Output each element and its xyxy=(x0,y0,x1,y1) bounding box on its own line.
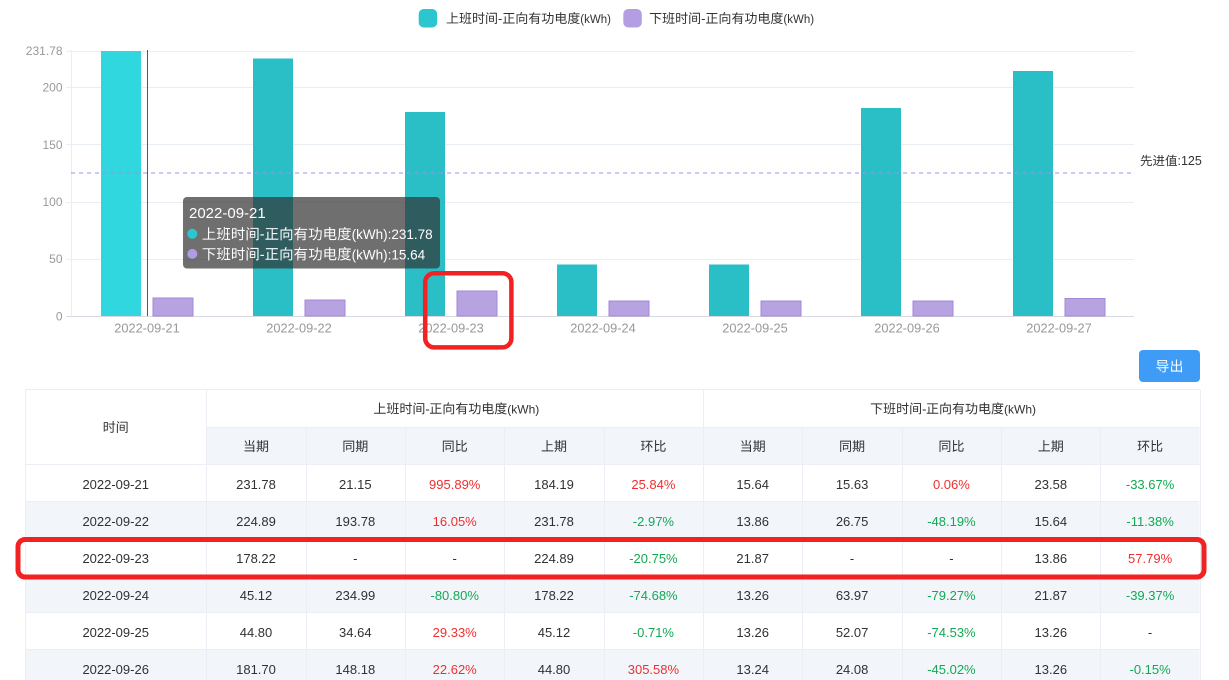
svg-text:-0.71%: -0.71% xyxy=(633,625,675,640)
svg-text:2022-09-27: 2022-09-27 xyxy=(1026,321,1091,336)
svg-text:148.18: 148.18 xyxy=(335,662,375,677)
svg-text:0.06%: 0.06% xyxy=(933,477,970,492)
svg-text:305.58%: 305.58% xyxy=(628,662,680,677)
svg-text:13.86: 13.86 xyxy=(1035,551,1068,566)
svg-text:178.22: 178.22 xyxy=(534,588,574,603)
svg-text:2022-09-22: 2022-09-22 xyxy=(82,514,149,529)
svg-text:2022-09-26: 2022-09-26 xyxy=(82,662,149,677)
svg-text:-: - xyxy=(498,11,502,26)
svg-text:-: - xyxy=(850,551,854,566)
svg-text:63.97: 63.97 xyxy=(836,588,869,603)
svg-text:100: 100 xyxy=(42,195,62,209)
svg-text:(kWh): (kWh) xyxy=(783,14,814,26)
svg-text:178.22: 178.22 xyxy=(236,551,276,566)
svg-text:13.86: 13.86 xyxy=(736,514,769,529)
svg-text:-20.75%: -20.75% xyxy=(629,551,678,566)
svg-text:45.12: 45.12 xyxy=(240,588,273,603)
svg-text:-74.53%: -74.53% xyxy=(927,625,976,640)
svg-text:13.26: 13.26 xyxy=(736,625,769,640)
svg-text:21.87: 21.87 xyxy=(736,551,769,566)
svg-text:2022-09-25: 2022-09-25 xyxy=(722,321,787,336)
svg-text:224.89: 224.89 xyxy=(236,514,276,529)
svg-text:15.64: 15.64 xyxy=(736,477,769,492)
svg-text:2022-09-24: 2022-09-24 xyxy=(82,588,149,603)
svg-text:181.70: 181.70 xyxy=(236,662,276,677)
svg-text:231.78: 231.78 xyxy=(26,44,63,58)
svg-text:2022-09-23: 2022-09-23 xyxy=(418,321,483,336)
svg-text:21.15: 21.15 xyxy=(339,477,372,492)
svg-text:29.33%: 29.33% xyxy=(433,625,478,640)
svg-text:2022-09-22: 2022-09-22 xyxy=(266,321,331,336)
svg-text:-: - xyxy=(260,227,265,243)
svg-text:(kWh):15.64: (kWh):15.64 xyxy=(352,247,426,262)
svg-text:-0.15%: -0.15% xyxy=(1129,662,1171,677)
svg-text:(kWh): (kWh) xyxy=(507,402,539,416)
svg-text:-80.80%: -80.80% xyxy=(430,588,479,603)
svg-text:50: 50 xyxy=(49,252,63,266)
svg-text:-: - xyxy=(260,247,265,263)
svg-text:231.78: 231.78 xyxy=(236,477,276,492)
svg-text:2022-09-26: 2022-09-26 xyxy=(874,321,939,336)
svg-text:224.89: 224.89 xyxy=(534,551,574,566)
svg-text:13.26: 13.26 xyxy=(1035,625,1068,640)
svg-text:25.84%: 25.84% xyxy=(631,477,676,492)
svg-text:-74.68%: -74.68% xyxy=(629,588,678,603)
svg-text:-: - xyxy=(425,401,429,416)
svg-text:-45.02%: -45.02% xyxy=(927,662,976,677)
svg-text:-33.67%: -33.67% xyxy=(1126,477,1175,492)
svg-text:234.99: 234.99 xyxy=(335,588,375,603)
svg-text:21.87: 21.87 xyxy=(1035,588,1068,603)
svg-text:-48.19%: -48.19% xyxy=(927,514,976,529)
svg-text:2022-09-21: 2022-09-21 xyxy=(114,321,179,336)
svg-text:44.80: 44.80 xyxy=(240,625,273,640)
svg-text:0: 0 xyxy=(56,309,63,323)
svg-text:2022-09-23: 2022-09-23 xyxy=(82,551,149,566)
svg-text:22.62%: 22.62% xyxy=(433,662,478,677)
svg-text:34.64: 34.64 xyxy=(339,625,372,640)
svg-text:57.79%: 57.79% xyxy=(1128,551,1173,566)
svg-text:-11.38%: -11.38% xyxy=(1126,514,1174,529)
svg-text:24.08: 24.08 xyxy=(836,662,869,677)
svg-text:(kWh):231.78: (kWh):231.78 xyxy=(352,227,433,242)
svg-text:-39.37%: -39.37% xyxy=(1126,588,1175,603)
svg-text:-: - xyxy=(701,11,705,26)
svg-text:-: - xyxy=(949,551,953,566)
svg-text:2022-09-25: 2022-09-25 xyxy=(82,625,149,640)
svg-text:-: - xyxy=(1148,625,1152,640)
svg-text:995.89%: 995.89% xyxy=(429,477,481,492)
svg-text:231.78: 231.78 xyxy=(534,514,574,529)
svg-text:16.05%: 16.05% xyxy=(433,514,478,529)
svg-text:-79.27%: -79.27% xyxy=(927,588,976,603)
svg-text:26.75: 26.75 xyxy=(836,514,869,529)
svg-text:44.80: 44.80 xyxy=(538,662,571,677)
svg-text:-: - xyxy=(353,551,357,566)
svg-text:200: 200 xyxy=(42,81,62,95)
svg-text:-: - xyxy=(922,401,926,416)
svg-text:-2.97%: -2.97% xyxy=(633,514,675,529)
svg-text:184.19: 184.19 xyxy=(534,477,574,492)
svg-text:-: - xyxy=(453,551,457,566)
svg-text:13.26: 13.26 xyxy=(736,588,769,603)
svg-text:(kWh): (kWh) xyxy=(580,14,611,26)
svg-text:45.12: 45.12 xyxy=(538,625,571,640)
svg-text:13.24: 13.24 xyxy=(736,662,769,677)
svg-text::125: :125 xyxy=(1178,154,1202,168)
svg-text:52.07: 52.07 xyxy=(836,625,869,640)
svg-text:2022-09-21: 2022-09-21 xyxy=(189,205,266,222)
svg-text:15.63: 15.63 xyxy=(836,477,869,492)
svg-text:13.26: 13.26 xyxy=(1035,662,1068,677)
svg-text:2022-09-21: 2022-09-21 xyxy=(82,477,149,492)
svg-text:150: 150 xyxy=(42,138,62,152)
svg-text:2022-09-24: 2022-09-24 xyxy=(570,321,635,336)
svg-text:15.64: 15.64 xyxy=(1035,514,1068,529)
svg-text:23.58: 23.58 xyxy=(1035,477,1068,492)
svg-text:193.78: 193.78 xyxy=(335,514,375,529)
svg-text:(kWh): (kWh) xyxy=(1004,402,1036,416)
